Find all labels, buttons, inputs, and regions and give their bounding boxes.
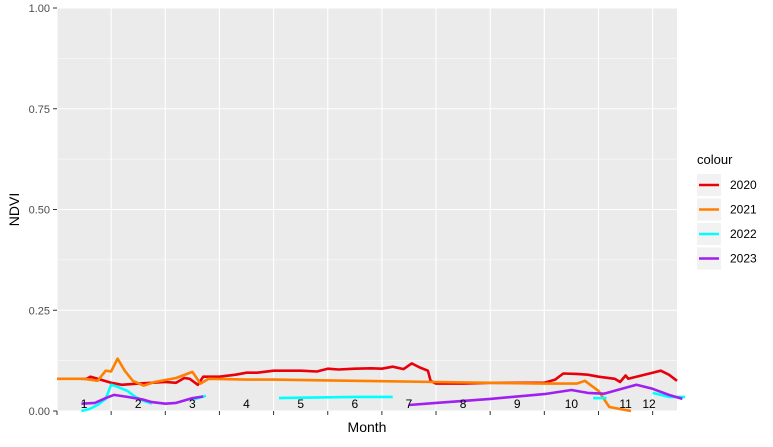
y-tick-label: 0.75 — [29, 104, 50, 116]
month-label: 4 — [243, 397, 250, 411]
month-label: 6 — [351, 397, 358, 411]
legend-label: 2020 — [730, 178, 757, 192]
legend: colour 2020 2021 2022 2023 — [697, 152, 757, 270]
month-label: 11 — [619, 397, 632, 411]
series-layer — [57, 357, 686, 413]
month-label: 9 — [514, 397, 521, 411]
series-line-2021 — [57, 357, 632, 413]
minor-gridlines — [57, 58, 677, 361]
legend-label: 2021 — [730, 203, 757, 217]
series-line-2023 — [408, 383, 683, 407]
series-line-2020 — [81, 362, 678, 387]
month-label: 1 — [81, 397, 88, 411]
month-label: 10 — [565, 397, 579, 411]
month-label: 12 — [642, 397, 656, 411]
month-label: 5 — [297, 397, 304, 411]
y-tick-label: 1.00 — [29, 3, 50, 15]
y-tick-label: 0.25 — [29, 305, 50, 317]
month-label: 8 — [460, 397, 467, 411]
y-axis: 0.00 0.25 0.50 0.75 1.00 — [29, 3, 57, 418]
y-tick-label: 0.50 — [29, 205, 50, 217]
y-axis-title: NDVI — [6, 193, 22, 226]
y-tick-label: 0.00 — [29, 406, 50, 418]
legend-title: colour — [697, 152, 733, 167]
legend-label: 2023 — [730, 252, 757, 266]
x-axis: 1 2 3 4 5 6 7 8 9 10 11 12 — [56, 397, 656, 415]
month-label: 7 — [406, 397, 413, 411]
legend-label: 2022 — [730, 227, 757, 241]
series-line-2023 — [81, 393, 204, 405]
month-label: 2 — [135, 397, 142, 411]
x-axis-title: Month — [348, 419, 387, 435]
series-line-2022 — [278, 395, 393, 400]
month-label: 3 — [189, 397, 196, 411]
